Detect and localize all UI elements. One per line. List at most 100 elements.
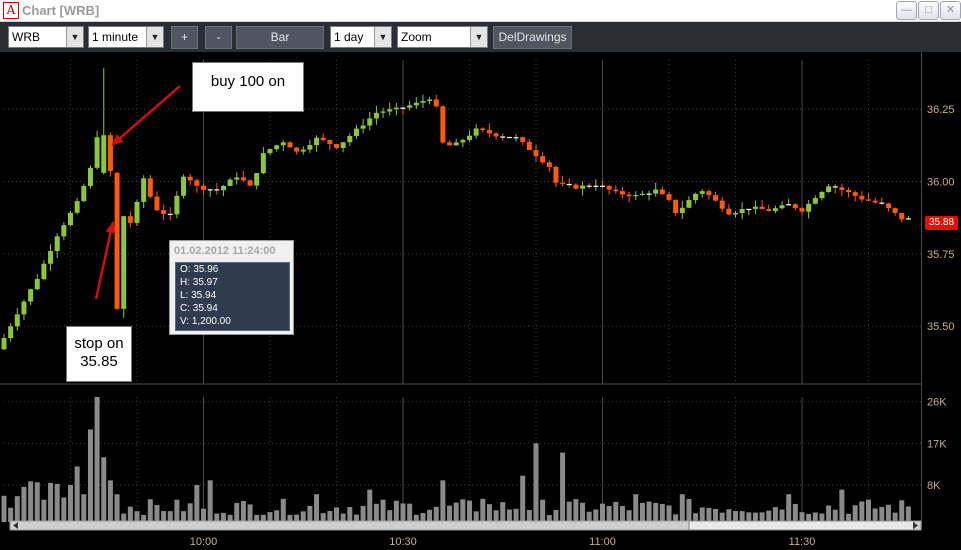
chevron-down-icon[interactable]: ▼ — [374, 27, 391, 47]
volume-bar — [852, 505, 858, 522]
volume-bar — [413, 514, 419, 522]
candle-body — [580, 185, 586, 189]
scrollbar-track — [9, 520, 922, 531]
volume-bar — [460, 499, 466, 522]
maximize-button[interactable]: □ — [918, 1, 939, 20]
symbol-select[interactable]: WRB ▼ — [8, 26, 84, 48]
close-icon: ✕ — [945, 4, 956, 16]
minimize-icon: — — [901, 4, 912, 16]
volume-bar — [752, 512, 758, 522]
volume-bar — [480, 498, 486, 522]
scrollbar-thumb — [688, 520, 915, 531]
candle-body — [533, 150, 539, 157]
candle-body — [546, 162, 552, 167]
zoom-out-button[interactable]: - — [205, 26, 232, 49]
chart-scrollbar[interactable] — [9, 520, 922, 531]
chart-type-button[interactable]: Bar — [236, 26, 324, 49]
volume-bar — [686, 498, 692, 522]
volume-bar — [400, 503, 406, 522]
volume-bar — [327, 510, 333, 522]
time-tick-label: 10:00 — [190, 536, 218, 548]
candle-body — [81, 185, 87, 202]
candle-body — [879, 202, 885, 204]
volume-bar — [287, 514, 293, 522]
range-select[interactable]: 1 day ▼ — [330, 26, 392, 48]
stop-annotation[interactable]: stop on 35.85 — [66, 326, 132, 382]
volume-bar — [500, 502, 506, 522]
chevron-down-icon[interactable]: ▼ — [470, 27, 487, 47]
zoom-select[interactable]: Zoom ▼ — [397, 26, 488, 48]
tooltip-volume: V: 1,200.00 — [180, 316, 231, 327]
candle-body — [812, 198, 818, 204]
volume-bar — [360, 505, 366, 522]
volume-bar — [307, 505, 313, 522]
buy-annotation-text: buy 100 on — [210, 73, 286, 90]
candle-body — [240, 177, 246, 181]
candle-body — [460, 139, 466, 143]
candle-body — [626, 194, 632, 197]
candle-body — [280, 142, 286, 146]
candle-body — [420, 100, 426, 103]
volume-bar — [613, 501, 619, 522]
del-drawings-button[interactable]: DelDrawings — [493, 26, 572, 49]
volume-bar — [746, 512, 752, 522]
candle-body — [493, 133, 499, 137]
volume-bar — [234, 502, 240, 522]
volume-bar — [427, 509, 433, 522]
candle-body — [300, 149, 306, 152]
chevron-down-icon[interactable]: ▼ — [66, 27, 83, 47]
candle-body — [48, 251, 54, 264]
candle-body — [619, 191, 625, 195]
minimize-button[interactable]: — — [896, 1, 917, 20]
candle-body — [899, 212, 905, 220]
tooltip-low: L: 35.94 — [180, 290, 217, 301]
candle-body — [147, 178, 153, 197]
buy-annotation[interactable]: buy 100 on — [192, 62, 304, 112]
tooltip-values: O: 35.96 H: 35.97 L: 35.94 C: 35.94 V: 1… — [175, 262, 290, 331]
candle-body — [14, 314, 20, 327]
candle-body — [187, 176, 193, 181]
volume-bar — [87, 429, 93, 522]
volume-bar — [353, 514, 359, 522]
volume-bar — [905, 506, 911, 522]
volume-bar — [666, 505, 672, 522]
volume-bar — [334, 507, 339, 522]
volume-bar — [726, 509, 732, 522]
volume-bar — [772, 507, 778, 522]
price-chart[interactable]: 36.25 36.00 35.75 35.50 26K 17K 8K 10:00 10:30… — [0, 52, 961, 550]
volume-bar — [846, 513, 852, 522]
chevron-down-icon[interactable]: ▼ — [146, 27, 163, 47]
volume-bar — [167, 511, 173, 522]
volume-bar — [453, 502, 459, 522]
candle-body — [513, 137, 519, 139]
time-tick-label: 11:30 — [789, 536, 816, 548]
volume-bar — [526, 510, 532, 522]
window-title: Chart [WRB] — [22, 3, 100, 18]
candle-body — [467, 135, 472, 140]
volume-bar — [633, 494, 639, 522]
volume-bar — [885, 504, 891, 522]
candle-body — [819, 191, 825, 199]
volume-bar — [294, 514, 300, 522]
volume-bar — [101, 457, 107, 522]
volume-bar — [141, 514, 147, 522]
close-button[interactable]: ✕ — [940, 1, 961, 20]
candle-body — [892, 208, 898, 213]
interval-select[interactable]: 1 minute ▼ — [88, 26, 164, 48]
volume-bar — [194, 484, 200, 522]
zoom-in-button[interactable]: + — [171, 26, 198, 49]
volume-bar — [187, 503, 193, 522]
candle-body — [134, 201, 140, 223]
volume-bar — [61, 497, 67, 522]
candle-body — [566, 183, 572, 186]
volume-bar — [520, 475, 526, 522]
volume-bar — [713, 508, 719, 522]
candle-body — [486, 130, 492, 134]
candle-body — [693, 193, 699, 201]
volume-bar — [147, 499, 153, 522]
arrow-head — [105, 222, 116, 234]
candle-body — [885, 203, 891, 209]
toolbar: WRB ▼ 1 minute ▼ + - Bar 1 day ▼ Zoom ▼ … — [0, 22, 961, 52]
candle-body — [447, 142, 453, 146]
volume-bar — [127, 506, 133, 522]
